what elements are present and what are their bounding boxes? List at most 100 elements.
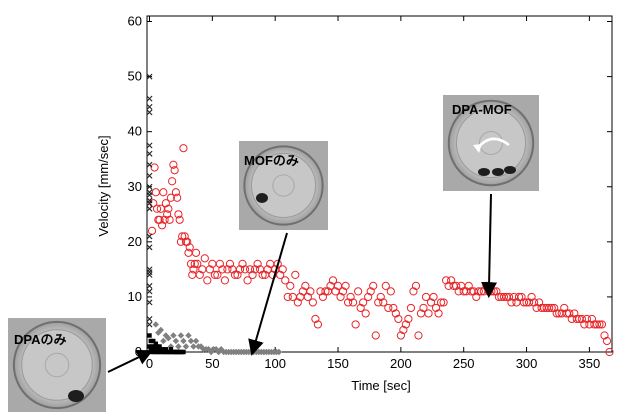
data-point	[396, 331, 405, 340]
data-point	[158, 349, 164, 355]
data-point	[424, 309, 433, 318]
data-point	[164, 204, 173, 213]
data-point	[174, 210, 183, 219]
data-point	[146, 161, 153, 168]
data-point	[582, 314, 591, 324]
data-point	[160, 215, 169, 224]
data-point	[577, 314, 586, 324]
data-point	[303, 292, 312, 302]
data-point	[281, 276, 290, 285]
data-point	[278, 265, 287, 274]
data-point	[472, 292, 481, 302]
data-point	[447, 276, 456, 285]
data-point	[600, 331, 609, 340]
data-point	[170, 166, 179, 175]
data-point	[293, 298, 302, 307]
data-point	[146, 200, 153, 207]
data-point	[572, 314, 581, 324]
data-point	[160, 337, 167, 345]
data-point	[189, 265, 198, 274]
data-point	[527, 292, 536, 302]
data-point	[311, 314, 320, 324]
data-point	[185, 332, 192, 339]
data-point	[318, 292, 328, 302]
data-point	[213, 270, 222, 279]
data-point	[168, 347, 174, 352]
data-point	[354, 287, 363, 296]
data-point	[180, 232, 189, 241]
data-point	[155, 215, 164, 224]
data-point	[162, 349, 167, 355]
data-point	[565, 309, 574, 318]
data-point	[182, 343, 190, 350]
data-point	[291, 270, 300, 279]
data-point	[321, 287, 330, 296]
data-point	[181, 349, 186, 355]
x-tick-label: 50	[205, 356, 219, 371]
photo-label: DPA-MOF	[452, 102, 512, 117]
data-point	[153, 341, 158, 346]
data-point	[183, 237, 192, 246]
data-point	[238, 259, 247, 268]
data-point	[157, 344, 162, 349]
data-point	[434, 309, 443, 318]
data-point	[547, 303, 556, 313]
data-point	[245, 265, 255, 274]
x-tick-label: 100	[264, 356, 286, 371]
data-point	[336, 292, 345, 302]
annotation-arrow	[107, 350, 154, 373]
x-tick-label: 250	[453, 356, 475, 371]
data-point	[276, 270, 285, 279]
data-point	[146, 73, 153, 80]
dish-center	[44, 352, 70, 378]
data-point	[414, 331, 423, 340]
data-point	[154, 344, 160, 349]
data-point	[162, 332, 170, 339]
data-point	[152, 349, 157, 355]
data-point	[359, 298, 368, 307]
data-point	[223, 265, 232, 274]
mark-layer	[146, 73, 614, 357]
dish-inner	[455, 107, 527, 179]
data-point	[146, 288, 153, 295]
data-point	[175, 343, 182, 350]
data-point	[151, 338, 156, 344]
data-point	[205, 265, 214, 274]
data-point	[218, 265, 227, 274]
data-point	[191, 248, 201, 257]
data-point	[173, 193, 182, 202]
data-point	[146, 271, 153, 278]
annotation-arrow	[481, 193, 498, 299]
plot-layer	[146, 15, 613, 353]
data-point	[602, 336, 612, 346]
data-point	[157, 221, 167, 230]
data-point	[148, 347, 153, 352]
data-point	[146, 192, 153, 199]
data-point	[605, 347, 614, 357]
data-point	[167, 349, 172, 355]
data-point	[361, 309, 370, 318]
data-point	[570, 309, 579, 318]
annotation-arrow	[248, 232, 288, 356]
data-point	[401, 320, 410, 329]
data-point	[507, 298, 516, 307]
data-point	[429, 292, 438, 302]
data-point	[215, 348, 222, 356]
data-point	[535, 298, 544, 307]
dish-particle	[256, 193, 268, 203]
data-point	[210, 270, 219, 279]
data-point	[163, 210, 172, 219]
data-point	[399, 325, 408, 335]
data-point	[146, 183, 153, 190]
data-point	[499, 292, 509, 302]
data-point	[248, 270, 257, 279]
data-point	[306, 287, 315, 296]
data-point	[156, 349, 161, 355]
data-point	[464, 281, 473, 291]
data-point	[146, 244, 153, 251]
dish-inner	[250, 152, 317, 219]
data-point	[176, 237, 186, 246]
data-point	[379, 298, 388, 307]
data-point	[235, 265, 245, 274]
